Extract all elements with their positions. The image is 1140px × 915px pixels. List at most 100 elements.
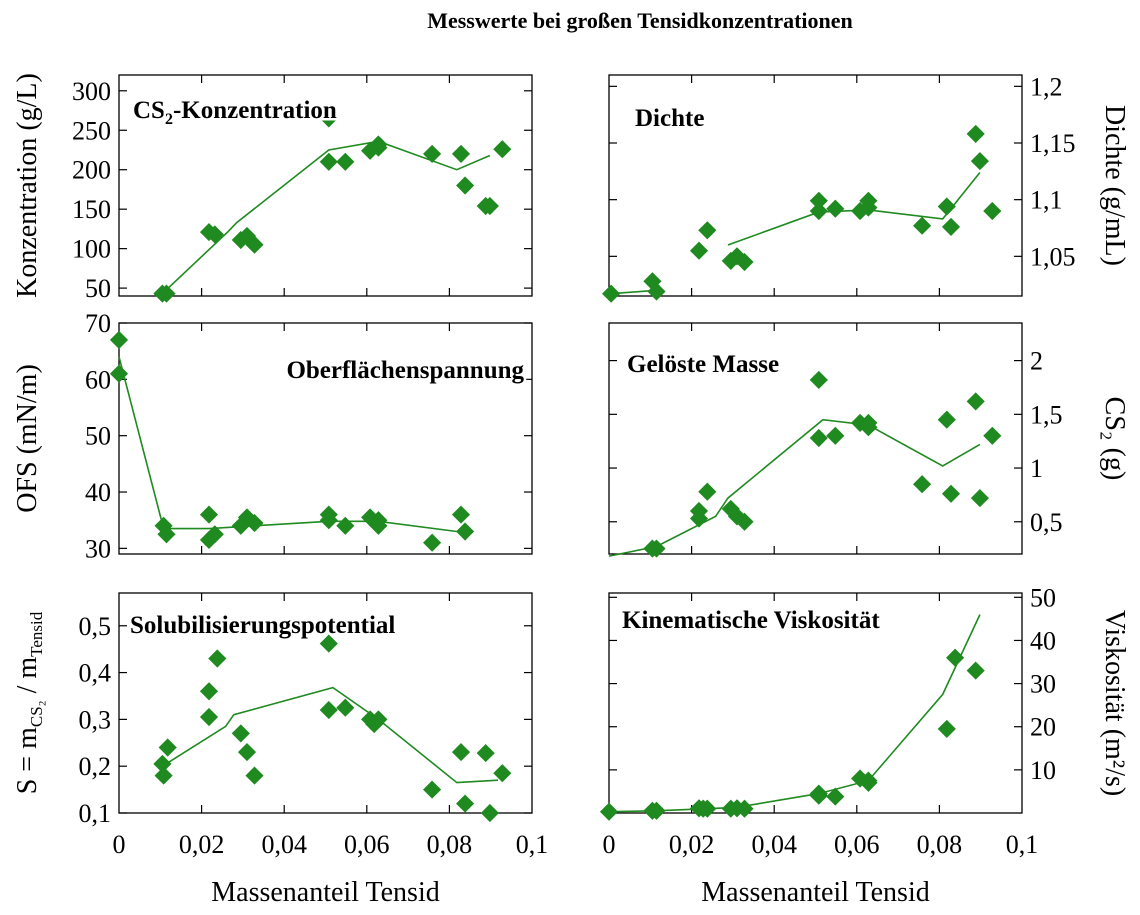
data-point xyxy=(859,771,878,790)
plot-frame xyxy=(118,592,533,814)
y-tick-label: 0,5 xyxy=(1030,508,1063,537)
data-point xyxy=(809,784,828,803)
data-point xyxy=(966,661,985,680)
y-tick-label: 10 xyxy=(1030,756,1056,785)
y-tick-label: 150 xyxy=(72,195,111,224)
data-point xyxy=(859,413,878,432)
data-point xyxy=(913,475,932,494)
data-point xyxy=(937,719,956,738)
x-tick-label: 0,1 xyxy=(1006,830,1039,859)
panel-label: CS2-Konzentration xyxy=(133,97,337,128)
y-tick-label: 1,5 xyxy=(1030,400,1063,429)
panel-solub: 0,1 0,2 0,3 0,4 0,5 0 0,02 0,04 0,06 0,08 0,1 Masse… xyxy=(12,592,548,908)
data-point xyxy=(698,221,717,240)
y-tick-label: 1,1 xyxy=(1030,186,1063,215)
data-point xyxy=(245,513,264,533)
data-point xyxy=(205,525,224,544)
plot-frame xyxy=(608,592,1023,814)
x-axis-label: Massenanteil Tensid xyxy=(211,877,439,908)
x-tick-label: 0,06 xyxy=(344,830,390,859)
data-point xyxy=(809,370,828,389)
data-point xyxy=(245,235,264,254)
data-point xyxy=(946,648,965,667)
data-point xyxy=(826,199,845,218)
data-point xyxy=(336,698,355,717)
data-point xyxy=(456,176,475,195)
y-tick-label: 20 xyxy=(1030,713,1056,742)
data-point xyxy=(336,516,355,535)
y-axis-label: Viskosität (m²/s) xyxy=(1099,610,1130,796)
data-point xyxy=(809,428,828,448)
data-point xyxy=(698,482,717,501)
data-point xyxy=(602,284,621,303)
panel-masse: 0,5 1 1,5 2 CS₂ (g) Gelöste Masse xyxy=(608,322,1130,558)
y-tick-label: 50 xyxy=(85,422,111,451)
data-point xyxy=(237,743,257,762)
x-tick-label: 0,04 xyxy=(751,830,797,859)
panel-label: Gelöste Masse xyxy=(627,351,779,378)
y-tick-label: 30 xyxy=(85,534,111,563)
y-tick-label: 1,15 xyxy=(1030,129,1076,158)
plot-frame xyxy=(608,322,1023,555)
data-point xyxy=(199,682,219,701)
y-tick-label: 60 xyxy=(85,365,111,394)
x-tick-label: 0,02 xyxy=(179,830,225,859)
data-point xyxy=(369,135,388,154)
data-point xyxy=(369,710,388,729)
y-tick-label: 1 xyxy=(1030,454,1043,483)
y-tick-label: 70 xyxy=(85,309,111,338)
y-tick-label: 250 xyxy=(72,116,111,145)
data-point xyxy=(859,191,878,210)
x-axis-label: Massenanteil Tensid xyxy=(701,877,929,908)
panel-label: Dichte xyxy=(635,105,704,132)
data-point xyxy=(809,201,828,221)
panel-label: Oberflächenspannung xyxy=(286,357,524,384)
data-point xyxy=(456,522,475,541)
data-point xyxy=(689,241,709,260)
data-point xyxy=(689,509,709,528)
y-axis-label: Konzentration (g/L) xyxy=(12,73,43,298)
data-point xyxy=(456,794,475,813)
data-point xyxy=(735,512,754,531)
data-point xyxy=(937,197,956,216)
y-tick-label: 0,4 xyxy=(79,659,112,688)
data-point xyxy=(245,766,264,785)
data-point xyxy=(423,780,442,799)
panel-label: Solubilisierungspotential xyxy=(130,612,395,639)
data-point xyxy=(319,152,338,171)
panel-label: Kinematische Viskosität xyxy=(622,607,880,634)
data-point xyxy=(205,225,224,244)
data-point xyxy=(157,284,176,303)
panel-visko: 10 20 30 40 50 0 0,02 0,04 0,06 0,08 0,1 Massenante… xyxy=(599,583,1130,908)
y-axis-label: CS₂ (g) xyxy=(1099,397,1130,481)
data-point xyxy=(493,764,512,783)
series-line xyxy=(608,418,981,557)
x-tick-label: 0,04 xyxy=(261,830,307,859)
panel-dichte: 1,05 1,1 1,15 1,2 Dichte (g/mL) Dichte xyxy=(602,72,1130,303)
data-point xyxy=(941,484,961,503)
y-tick-label: 0,1 xyxy=(79,799,112,828)
data-point xyxy=(480,803,499,823)
x-tick-label: 0,06 xyxy=(834,830,880,859)
y-tick-label: 50 xyxy=(1030,583,1056,612)
plot-frame xyxy=(118,322,533,555)
data-point xyxy=(451,505,471,524)
x-tick-label: 0 xyxy=(603,830,616,859)
data-point xyxy=(158,738,177,757)
data-point xyxy=(983,201,1002,221)
y-tick-label: 0,2 xyxy=(79,752,112,781)
x-tick-label: 0,08 xyxy=(427,830,473,859)
data-point xyxy=(966,124,985,143)
y-axis-label: OFS (mN/m) xyxy=(12,364,43,513)
data-point xyxy=(319,634,338,653)
data-point xyxy=(476,744,495,763)
y-tick-label: 1,05 xyxy=(1030,242,1076,271)
series-line xyxy=(161,686,499,784)
y-tick-label: 40 xyxy=(85,478,111,507)
data-point xyxy=(451,743,471,762)
series-line xyxy=(608,614,981,813)
figure-title: Messwerte bei großen Tensidkonzentration… xyxy=(427,8,853,33)
data-point xyxy=(735,799,754,818)
data-point xyxy=(647,539,666,558)
